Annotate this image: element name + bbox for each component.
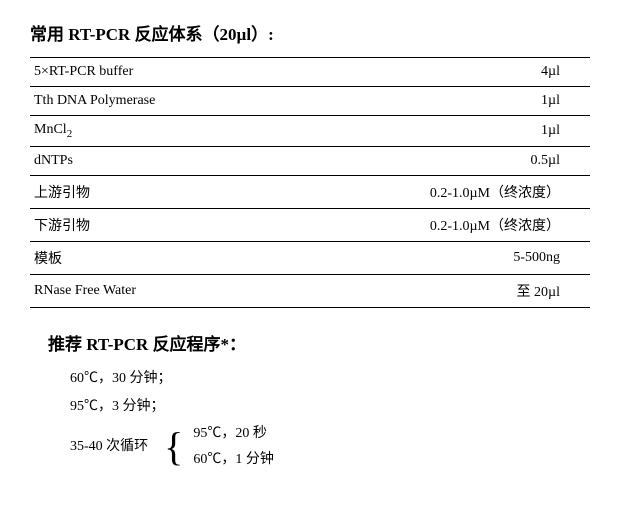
title1-suffix: 反应体系（20µl）: [135, 25, 274, 44]
cycle-steps: 95℃，20 秒 60℃，1 分钟 [193, 421, 274, 474]
row-value: 4µl [299, 58, 590, 87]
title2-suffix: 反应程序*： [153, 335, 247, 354]
table-row: RNase Free Water至 20µl [30, 274, 590, 307]
row-label: RNase Free Water [30, 274, 299, 307]
row-label: dNTPs [30, 146, 299, 175]
reaction-table: 5×RT-PCR buffer4µlTth DNA Polymerase1µlM… [30, 57, 590, 308]
title2-prefix: 推荐 [48, 335, 86, 354]
row-label: 5×RT-PCR buffer [30, 58, 299, 87]
table-row: MnCl21µl [30, 116, 590, 147]
row-value: 0.5µl [299, 146, 590, 175]
title1-latin: RT-PCR [68, 25, 134, 44]
cycle-count-label: 35-40 次循环 [70, 433, 148, 461]
table-row: 5×RT-PCR buffer4µl [30, 58, 590, 87]
program-block: 60℃，30 分钟； 95℃，3 分钟； 35-40 次循环 { 95℃，20 … [70, 365, 590, 474]
title-reaction-system: 常用 RT-PCR 反应体系（20µl）: [30, 20, 590, 45]
cycle-step-2: 60℃，1 分钟 [193, 447, 274, 474]
row-label: 下游引物 [30, 208, 299, 241]
title1-prefix: 常用 [30, 25, 68, 44]
table-row: 模板5-500ng [30, 241, 590, 274]
row-value: 1µl [299, 87, 590, 116]
cycle-step-1: 95℃，20 秒 [193, 421, 274, 448]
row-label: MnCl2 [30, 116, 299, 147]
title-program: 推荐 RT-PCR 反应程序*： [48, 330, 590, 355]
row-label: Tth DNA Polymerase [30, 87, 299, 116]
row-value: 至 20µl [299, 274, 590, 307]
program-cycle-row: 35-40 次循环 { 95℃，20 秒 60℃，1 分钟 [70, 421, 590, 474]
row-value: 5-500ng [299, 241, 590, 274]
table-row: 下游引物0.2-1.0µM（终浓度） [30, 208, 590, 241]
row-label: 上游引物 [30, 175, 299, 208]
title2-latin: RT-PCR [86, 335, 152, 354]
row-value: 1µl [299, 116, 590, 147]
row-label: 模板 [30, 241, 299, 274]
table-row: 上游引物0.2-1.0µM（终浓度） [30, 175, 590, 208]
brace-icon: { [164, 427, 183, 467]
row-value: 0.2-1.0µM（终浓度） [299, 208, 590, 241]
row-value: 0.2-1.0µM（终浓度） [299, 175, 590, 208]
table-row: Tth DNA Polymerase1µl [30, 87, 590, 116]
program-step-2: 95℃，3 分钟； [70, 393, 590, 421]
table-row: dNTPs0.5µl [30, 146, 590, 175]
program-step-1: 60℃，30 分钟； [70, 365, 590, 393]
